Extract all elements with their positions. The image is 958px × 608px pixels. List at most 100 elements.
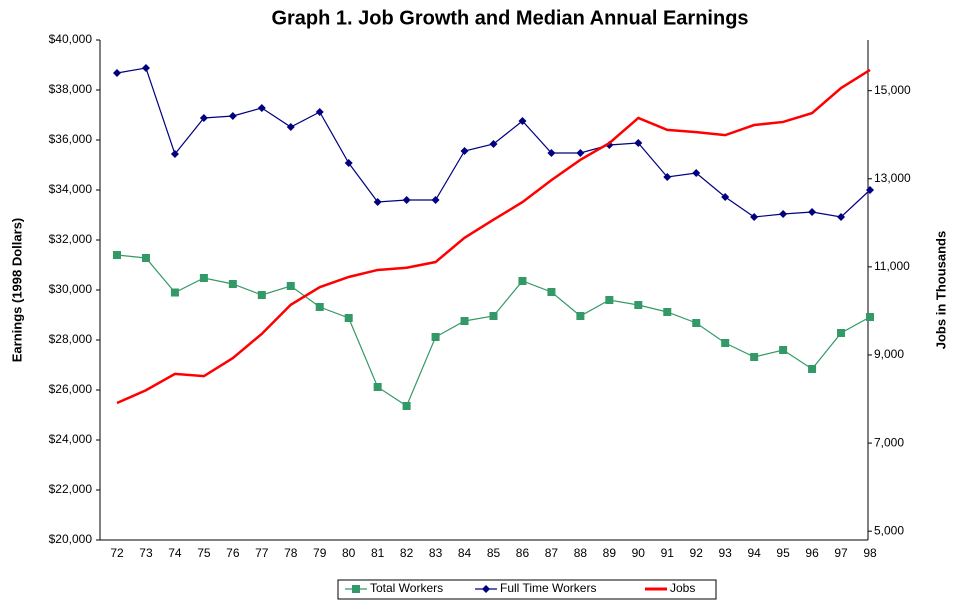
x-tick-label: 76: [226, 546, 240, 560]
marker: [663, 308, 672, 316]
marker: [866, 186, 874, 194]
series-line: [116, 68, 871, 405]
marker: [228, 280, 237, 288]
marker: [113, 69, 121, 77]
y-tick-label: $30,000: [49, 282, 93, 296]
y-tick-label: $36,000: [49, 132, 93, 146]
x-tick-label: 87: [545, 546, 559, 560]
legend-label: Total Workers: [370, 581, 443, 595]
marker: [460, 147, 469, 155]
y-tick-label: $34,000: [49, 182, 93, 196]
marker: [402, 402, 411, 410]
x-tick-label: 96: [805, 546, 819, 560]
marker: [692, 319, 701, 327]
marker: [779, 210, 788, 218]
marker: [634, 301, 643, 309]
legend: [337, 579, 717, 600]
marker: [750, 353, 759, 361]
legend-label: Jobs: [670, 581, 695, 595]
y-tick-label: $22,000: [49, 482, 93, 496]
marker: [199, 114, 208, 122]
marker: [373, 198, 382, 206]
marker: [257, 291, 266, 299]
marker: [141, 64, 150, 72]
marker: [547, 149, 556, 157]
legend-label: Full Time Workers: [500, 581, 596, 595]
x-tick-label: 95: [776, 546, 790, 560]
marker: [808, 365, 817, 373]
marker: [373, 383, 382, 391]
marker: [489, 312, 498, 320]
marker: [837, 213, 846, 221]
marker: [634, 139, 643, 147]
marker: [431, 333, 440, 341]
y-axis-title: Earnings (1998 Dollars): [9, 218, 24, 363]
marker: [837, 329, 846, 337]
x-tick-label: 73: [139, 546, 153, 560]
marker: [605, 296, 614, 304]
x-tick-label: 81: [371, 546, 385, 560]
x-tick-label: 79: [313, 546, 327, 560]
y-tick-label: $26,000: [49, 382, 93, 396]
marker: [808, 208, 817, 216]
legend-marker: [482, 585, 490, 593]
x-tick-label: 98: [863, 546, 877, 560]
legend-marker: [352, 585, 360, 593]
marker: [721, 193, 730, 201]
marker: [692, 169, 701, 177]
x-tick-label: 77: [255, 546, 269, 560]
y2-tick-label: 11,000: [874, 259, 910, 273]
x-tick-label: 74: [168, 546, 182, 560]
x-tick-label: 82: [400, 546, 414, 560]
chart-title: Graph 1. Job Growth and Median Annual Ea…: [271, 7, 748, 29]
marker: [113, 251, 121, 259]
x-tick-label: 89: [603, 546, 617, 560]
x-tick-label: 86: [516, 546, 530, 560]
marker: [286, 123, 295, 131]
y2-tick-label: 9,000: [874, 347, 904, 361]
x-tick-label: 97: [834, 546, 848, 560]
y-tick-label: $40,000: [49, 32, 93, 46]
x-tick-label: 75: [197, 546, 211, 560]
marker: [721, 339, 730, 347]
y-tick-label: $28,000: [49, 332, 93, 346]
y-tick-label: $20,000: [49, 532, 93, 546]
x-tick-label: 92: [690, 546, 704, 560]
marker: [199, 274, 208, 282]
marker: [257, 104, 266, 112]
marker: [518, 277, 527, 285]
x-tick-label: 84: [458, 546, 472, 560]
marker: [750, 213, 759, 221]
marker: [518, 117, 527, 125]
marker: [779, 346, 788, 354]
marker: [547, 288, 556, 296]
x-tick-label: 72: [110, 546, 124, 560]
y2-tick-label: 7,000: [874, 435, 904, 449]
y2-axis-title: Jobs in Thousands: [933, 231, 948, 349]
marker: [170, 288, 179, 297]
marker: [460, 317, 469, 325]
marker: [315, 108, 324, 116]
marker: [170, 150, 179, 158]
x-tick-label: 78: [284, 546, 298, 560]
x-tick-label: 80: [342, 546, 356, 560]
marker: [866, 313, 874, 321]
marker: [489, 140, 498, 148]
marker: [576, 149, 585, 157]
x-tick-label: 94: [747, 546, 761, 560]
y2-tick-label: 15,000: [874, 83, 911, 97]
marker: [402, 196, 411, 204]
marker: [286, 282, 295, 290]
y2-tick-label: 5,000: [874, 523, 904, 537]
marker: [228, 112, 237, 120]
x-tick-label: 93: [719, 546, 733, 560]
x-tick-label: 88: [574, 546, 588, 560]
x-tick-label: 91: [661, 546, 675, 560]
y-tick-label: $38,000: [49, 82, 93, 96]
marker: [141, 254, 150, 262]
marker: [576, 312, 585, 320]
marker: [315, 303, 324, 311]
y-tick-label: $24,000: [49, 432, 93, 446]
